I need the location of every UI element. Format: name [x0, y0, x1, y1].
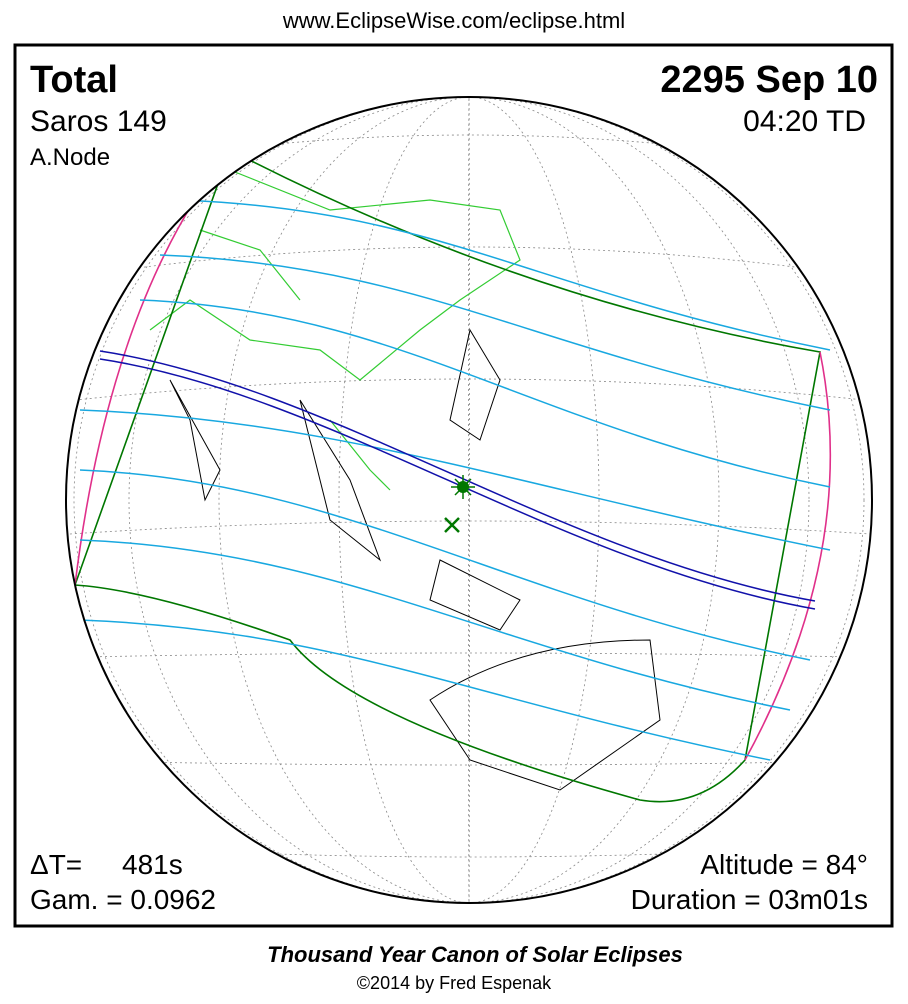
footer-copyright: ©2014 by Fred Espenak	[357, 973, 552, 993]
magnitude-curve	[179, 199, 831, 351]
node: A.Node	[30, 144, 110, 171]
url: www.EclipseWise.com/eclipse.html	[282, 8, 625, 33]
magnitude-curve	[79, 409, 831, 551]
globe-outline	[65, 96, 873, 904]
saros: Saros 149	[30, 105, 167, 138]
parallel	[66, 134, 872, 181]
magnitude-curve	[139, 299, 831, 488]
parallel	[66, 759, 872, 766]
greatest-duration	[444, 517, 460, 533]
date: 2295 Sep 10	[660, 59, 878, 101]
magnitude-curve	[159, 254, 831, 411]
eclipse-type: Total	[30, 59, 118, 101]
meridian	[468, 97, 470, 903]
parallel	[66, 246, 872, 283]
globe-layer	[66, 97, 872, 903]
path-of-totality	[99, 358, 816, 610]
magnitude-curve	[79, 539, 791, 711]
rise-set-curve	[74, 149, 832, 761]
path-of-totality	[99, 350, 816, 602]
meridian	[218, 97, 720, 903]
border	[149, 169, 521, 491]
parallel	[66, 520, 872, 537]
meridian	[73, 97, 865, 903]
meridian	[338, 97, 600, 903]
duration: Duration = 03m01s	[631, 884, 868, 915]
gamma: Gam. = 0.0962	[30, 884, 216, 915]
frame	[13, 43, 894, 928]
coastline	[169, 328, 661, 791]
magnitude-curve	[79, 619, 771, 761]
greatest-eclipse-star	[451, 475, 475, 499]
parallel	[66, 652, 872, 659]
magnitude-curve	[79, 469, 811, 661]
penumbra-limit	[73, 148, 821, 803]
delta-t-label: ΔT=	[30, 849, 82, 880]
altitude: Altitude = 84°	[700, 849, 868, 880]
time: 04:20 TD	[743, 105, 866, 138]
meridian	[128, 97, 810, 903]
footer-title: Thousand Year Canon of Solar Eclipses	[267, 942, 683, 967]
parallel	[66, 378, 872, 405]
delta-t-value: 481s	[122, 849, 183, 880]
